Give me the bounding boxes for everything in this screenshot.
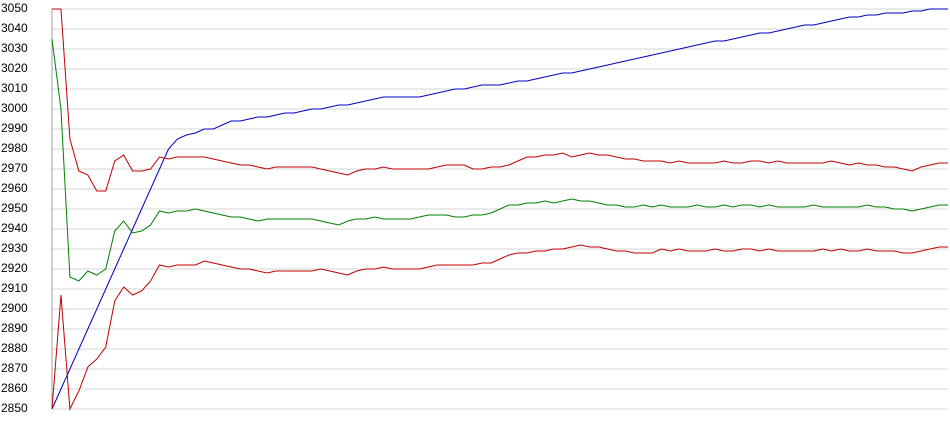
y-tick-label: 2910 [1,281,28,295]
y-tick-label: 2870 [1,361,28,375]
series-line [51,38,948,282]
y-tick-label: 3050 [1,1,28,15]
y-tick-label: 3000 [1,101,28,115]
y-tick-label: 3020 [1,61,28,75]
y-tick-label: 2860 [1,381,28,395]
series-line [52,8,948,192]
y-tick-label: 2850 [1,401,28,415]
y-tick-label: 2990 [1,121,28,135]
y-tick-label: 2880 [1,341,28,355]
y-tick-label: 3010 [1,81,28,95]
y-tick-label: 2940 [1,221,28,235]
y-tick-label: 2890 [1,321,28,335]
y-tick-label: 2920 [1,261,28,275]
y-tick-label: 3030 [1,41,28,55]
series-line [51,8,948,410]
y-tick-label: 2950 [1,201,28,215]
y-tick-label: 2980 [1,141,28,155]
y-tick-label: 2930 [1,241,28,255]
y-tick-label: 3040 [1,21,28,35]
series-line [51,244,948,411]
y-tick-label: 2960 [1,181,28,195]
y-tick-label: 2970 [1,161,28,175]
y-tick-label: 2900 [1,301,28,315]
